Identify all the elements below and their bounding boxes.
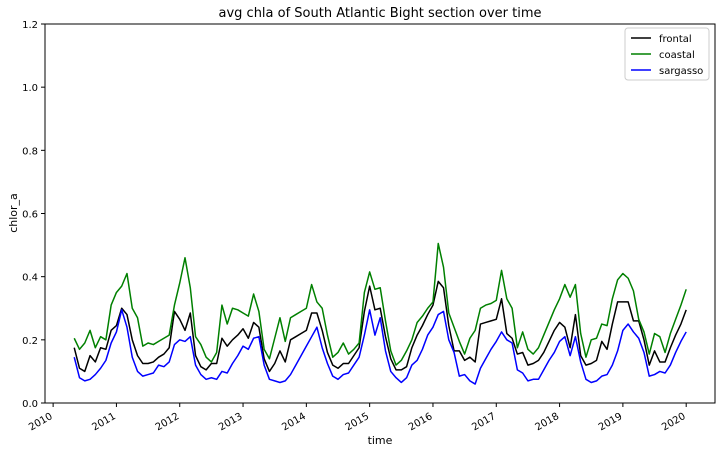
- legend-label-coastal: coastal: [659, 50, 695, 61]
- chart-title: avg chla of South Atlantic Bight section…: [219, 6, 542, 21]
- y-tick-label: 1.2: [22, 20, 38, 31]
- legend: frontal coastal sargasso: [624, 27, 710, 81]
- y-tick-label: 0.2: [22, 336, 38, 347]
- legend-label-frontal: frontal: [659, 34, 692, 45]
- legend-label-sargasso: sargasso: [659, 66, 703, 77]
- series-lines: [73, 242, 687, 385]
- series-line-sargasso: [73, 309, 687, 385]
- y-tick-label: 0.4: [22, 273, 38, 284]
- y-axis-label: chlor_a: [7, 193, 20, 233]
- y-tick-label: 0.6: [22, 210, 38, 221]
- y-axis: 0.0 0.2 0.4 0.6 0.8 1.0 1.2: [22, 20, 45, 410]
- y-tick-label: 0.0: [22, 399, 38, 410]
- legend-box: [624, 27, 710, 81]
- y-tick-label: 1.0: [22, 83, 38, 94]
- series-line-frontal: [73, 280, 687, 373]
- series-line-coastal: [73, 242, 687, 366]
- x-axis-label: time: [368, 434, 393, 447]
- y-tick-label: 0.8: [22, 146, 38, 157]
